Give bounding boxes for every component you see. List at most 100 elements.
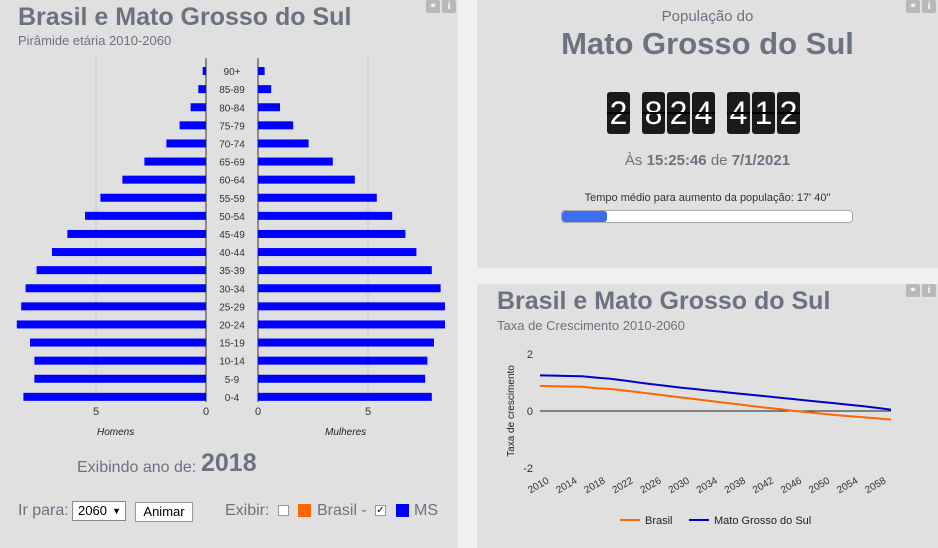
year-select[interactable]: 2060 ▼ [72,501,126,521]
age-group-label: 60-64 [219,176,245,187]
counter-digit: 4 [727,92,750,134]
pyramid-bar-women [258,103,280,112]
pyramid-bar-women [258,284,441,293]
pyramid-bar-women [258,320,445,329]
pyramid-bar-men [67,229,207,238]
y-tick-label: 0 [527,406,533,418]
x-tick-label: 2034 [695,475,720,496]
pyramid-bar-men [52,248,206,257]
counter-digit: 2 [777,92,800,134]
ms-color-swatch [396,504,409,517]
age-group-label: 40-44 [219,248,245,259]
pyramid-panel: ⚭ i Brasil e Mato Grosso do Sul Pirâmide… [0,0,458,548]
pyramid-bar-women [258,266,432,275]
pyramid-bar-women [258,211,393,220]
age-group-label: 0-4 [225,393,240,404]
age-group-label: 55-59 [219,194,245,205]
population-title-big: Mato Grosso do Sul [561,26,854,61]
animate-button[interactable]: Animar [135,502,193,522]
age-group-label: 20-24 [219,320,245,331]
year-select-value: 2060 [78,503,107,518]
x-tick-label: 0 [203,406,209,418]
legend-label: Mato Grosso do Sul [714,515,811,527]
pyramid-bar-women [258,392,432,401]
age-group-label: 75-79 [219,121,245,132]
pyramid-bar-men [166,139,206,148]
x-tick-label: 5 [365,406,371,418]
link-icon[interactable]: ⚭ [906,284,920,297]
series-line [539,374,892,411]
link-icon[interactable]: ⚭ [426,0,440,13]
ms-checkbox[interactable]: ✓ [375,505,386,516]
age-group-label: 65-69 [219,158,245,169]
x-tick-label: 2054 [835,475,860,496]
growth-subtitle: Taxa de Crescimento 2010-2060 [497,318,685,333]
population-title-small: População do [661,8,754,25]
pyramid-bar-men [36,266,206,275]
counter-digit: 2 [607,92,630,134]
age-group-label: 70-74 [219,139,245,150]
year-label: Exibindo ano de: [77,459,197,476]
pyramid-bar-women [258,175,355,184]
population-progress-bar [561,210,853,223]
legend-label: Brasil [645,515,673,527]
series-line [539,384,892,421]
growth-title: Brasil e Mato Grosso do Sul [497,287,831,315]
year-value: 2018 [201,449,257,477]
pyramid-bar-women [258,356,428,365]
counter-digit: 1 [752,92,775,134]
x-tick-label: 2010 [526,475,551,496]
ms-label: MS [414,502,438,519]
age-group-label: 45-49 [219,230,245,241]
x-tick-label: 5 [93,406,99,418]
population-pyramid-chart: 90+85-8980-8475-7970-7465-6960-6455-5950… [16,58,445,418]
age-group-label: 50-54 [219,212,245,223]
pyramid-bar-women [258,374,426,383]
pyramid-bar-men [21,302,207,311]
x-tick-label: 2058 [863,475,888,496]
pyramid-subtitle: Pirâmide etária 2010-2060 [18,33,172,48]
population-panel: ⚭ i População do Mato Grosso do Sul 2 8 … [477,0,938,268]
pyramid-bar-men [23,392,207,401]
timestamp-line: Às 15:25:46 de 7/1/2021 [477,152,938,169]
pyramid-bar-women [258,229,406,238]
men-label: Homens [97,427,135,438]
age-group-label: 25-29 [219,302,245,313]
time-value: 15:25:46 [646,152,707,169]
info-icon[interactable]: i [442,0,456,13]
pyramid-bar-women [258,248,417,257]
pyramid-bar-men [202,67,206,76]
age-group-label: 30-34 [219,284,245,295]
counter-digit: 2 [667,92,690,134]
brasil-color-swatch [298,504,311,517]
women-label: Mulheres [325,427,367,438]
goto-label: Ir para: [18,502,69,519]
pyramid-bar-men [179,121,206,130]
x-tick-label: 2026 [639,475,664,496]
x-tick-label: 2030 [667,475,692,496]
age-group-label: 80-84 [219,103,245,114]
pyramid-bar-men [16,320,206,329]
pyramid-bar-women [258,302,445,311]
pyramid-bar-men [190,103,206,112]
date-value: 7/1/2021 [731,152,791,169]
x-tick-label: 2014 [554,475,579,496]
x-tick-label: 2038 [723,475,748,496]
pyramid-bar-men [122,175,206,184]
population-counter: 2 8 2 4 4 1 2 [607,92,802,134]
info-icon[interactable]: i [922,284,936,297]
y-tick-label: -2 [523,463,533,475]
counter-digit: 8 [642,92,665,134]
pyramid-bar-men [25,284,206,293]
x-tick-label: 2022 [611,475,636,496]
age-group-label: 5-9 [225,375,240,386]
brasil-label: Brasil - [317,502,367,519]
age-group-label: 15-19 [219,339,245,350]
info-icon[interactable]: i [922,0,936,13]
pyramid-bar-women [258,338,434,347]
x-tick-label: 2046 [779,475,804,496]
brasil-checkbox[interactable] [278,505,289,516]
x-tick-label: 2050 [807,475,832,496]
pyramid-bar-women [258,85,272,94]
link-icon[interactable]: ⚭ [906,0,920,13]
